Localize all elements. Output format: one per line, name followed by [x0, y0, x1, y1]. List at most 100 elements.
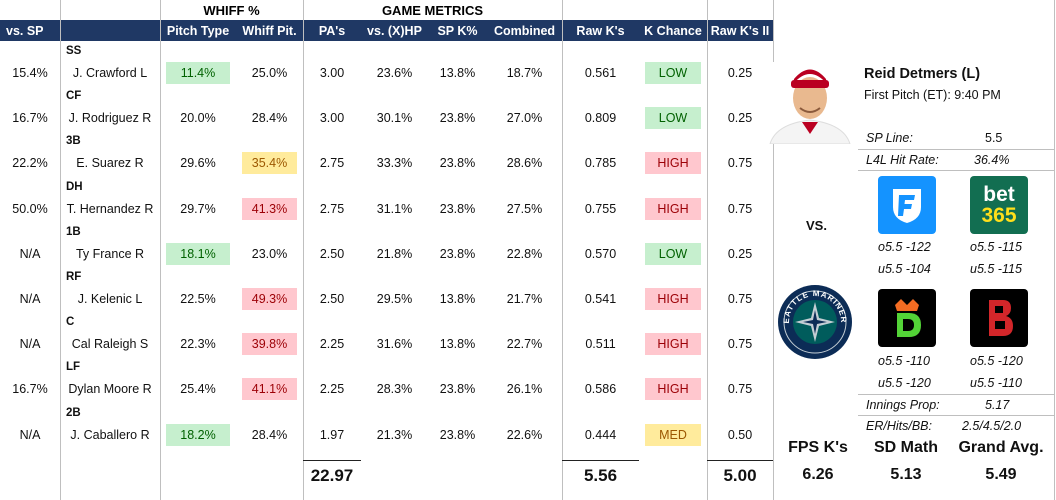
cell-combined: 22.7% [506, 337, 543, 352]
draftkings-logo [878, 289, 936, 347]
barstool-under: u5.5 -110 [970, 376, 1022, 390]
cell-sp-k: 23.8% [439, 246, 476, 261]
cell-sp-k: 23.8% [439, 156, 476, 171]
cell-pitch-type: 22.5% [180, 292, 216, 306]
cell-pas: 2.25 [319, 382, 345, 397]
cell-combined: 28.6% [506, 156, 543, 171]
draftkings-under: u5.5 -120 [878, 376, 931, 390]
cell-raw-k: 0.809 [584, 111, 617, 126]
cell-vs-xhp: 21.8% [376, 246, 413, 261]
fps-k-label: FPS K's [788, 439, 848, 456]
cell-whiff: 41.1% [242, 378, 297, 401]
barstool-over: o5.5 -120 [970, 354, 1023, 368]
l4l-label: L4L Hit Rate: [866, 153, 939, 167]
fanduel-under: u5.5 -104 [878, 262, 931, 276]
innings-prop-value: 5.17 [985, 398, 1010, 412]
cell-combined: 22.6% [506, 427, 543, 442]
er-hits-bb-value: 2.5/4.5/2.0 [962, 419, 1022, 433]
cell-batter: Cal Raleigh S [71, 337, 149, 352]
cell-raw-k2: 0.75 [727, 201, 753, 216]
cell-k-chance: HIGH [645, 197, 701, 220]
cell-vs-sp: 50.0% [12, 201, 48, 216]
cell-vs-sp: 16.7% [12, 111, 48, 126]
position-label: DH [66, 180, 83, 193]
col-sp-k: SP K% [437, 23, 478, 38]
cell-vs-sp: N/A [19, 292, 41, 306]
cell-raw-k: 0.785 [584, 156, 617, 171]
cell-combined: 21.7% [506, 292, 543, 306]
col-combined: Combined [493, 23, 556, 38]
cell-vs-xhp: 28.3% [376, 382, 413, 397]
col-raw-k2: Raw K's II [710, 23, 770, 38]
cell-raw-k2: 0.25 [727, 66, 753, 80]
col-whiff-pit: Whiff Pit. [242, 23, 297, 38]
cell-k-chance: HIGH [645, 333, 701, 356]
cell-raw-k2: 0.75 [727, 156, 753, 171]
cell-raw-k: 0.570 [584, 246, 617, 261]
total-pas: 22.97 [310, 466, 354, 485]
cell-combined: 18.7% [506, 66, 543, 80]
sd-math-value: 5.13 [890, 466, 922, 483]
bet365-logo: bet 365 [970, 176, 1028, 234]
cell-pas: 2.25 [319, 337, 345, 352]
cell-raw-k2: 0.25 [727, 111, 753, 126]
bet365-under: u5.5 -115 [970, 262, 1022, 276]
cell-pitch-type: 18.1% [166, 242, 230, 265]
position-label: CF [66, 90, 82, 103]
position-label: SS [66, 45, 82, 57]
fps-k-value: 6.26 [802, 466, 834, 483]
cell-whiff: 23.0% [251, 246, 288, 261]
game-metrics-header: GAME METRICS [381, 2, 484, 18]
cell-pitch-type: 29.7% [180, 201, 216, 216]
col-vs-sp: vs. SP [6, 23, 44, 38]
cell-raw-k: 0.755 [584, 201, 617, 216]
cell-combined: 27.5% [506, 201, 543, 216]
mariners-logo: SEATTLE MARINERS [776, 283, 852, 359]
cell-pitch-type: 18.2% [166, 423, 230, 446]
cell-batter: J. Rodriguez R [68, 111, 152, 126]
cell-batter: E. Suarez R [76, 156, 144, 171]
column-header-row: vs. SP Pitch Type Whiff Pit. PA's vs. (X… [0, 20, 773, 41]
cell-combined: 27.0% [506, 111, 543, 126]
cell-vs-xhp: 31.6% [376, 337, 413, 352]
first-pitch: First Pitch (ET): 9:40 PM [864, 88, 1001, 102]
cell-sp-k: 13.8% [439, 337, 476, 352]
cell-vs-sp: N/A [19, 246, 41, 261]
cell-k-chance: HIGH [645, 378, 701, 401]
cell-whiff: 28.4% [251, 111, 288, 126]
cell-vs-xhp: 29.5% [376, 292, 413, 306]
col-raw-k: Raw K's [576, 23, 625, 38]
draftkings-crown-icon [895, 299, 921, 337]
cell-raw-k: 0.586 [584, 382, 617, 397]
cell-pas: 3.00 [319, 111, 345, 126]
cell-whiff: 35.4% [242, 152, 297, 175]
sp-line-label: SP Line: [866, 131, 913, 145]
cell-batter: J. Kelenic L [77, 292, 143, 306]
cell-pas: 2.50 [319, 246, 345, 261]
cell-sp-k: 13.8% [439, 292, 476, 306]
cell-vs-sp: 22.2% [12, 156, 48, 171]
grand-avg-label: Grand Avg. [958, 439, 1044, 456]
position-label: RF [66, 271, 82, 283]
barstool-b-icon [989, 300, 1013, 336]
fanduel-shield-icon [893, 189, 921, 223]
cell-sp-k: 23.8% [439, 382, 476, 397]
cell-k-chance: LOW [645, 242, 701, 265]
cell-whiff: 39.8% [242, 333, 297, 356]
fanduel-over: o5.5 -122 [878, 240, 931, 254]
total-raw-k: 5.56 [583, 466, 618, 485]
sd-math-label: SD Math [874, 439, 938, 456]
cell-batter: Ty France R [75, 246, 145, 261]
cell-pas: 1.97 [319, 427, 345, 442]
cell-combined: 26.1% [506, 382, 543, 397]
cell-k-chance: HIGH [645, 152, 701, 175]
cell-vs-xhp: 21.3% [376, 427, 413, 442]
cell-raw-k: 0.541 [584, 292, 617, 306]
cell-sp-k: 23.8% [439, 427, 476, 442]
cell-raw-k2: 0.75 [727, 382, 753, 397]
cell-whiff: 41.3% [242, 197, 297, 220]
cell-pitch-type: 25.4% [180, 382, 216, 397]
innings-prop-label: Innings Prop: [866, 398, 940, 412]
col-pas: PA's [318, 23, 346, 38]
cell-whiff: 49.3% [242, 288, 297, 310]
